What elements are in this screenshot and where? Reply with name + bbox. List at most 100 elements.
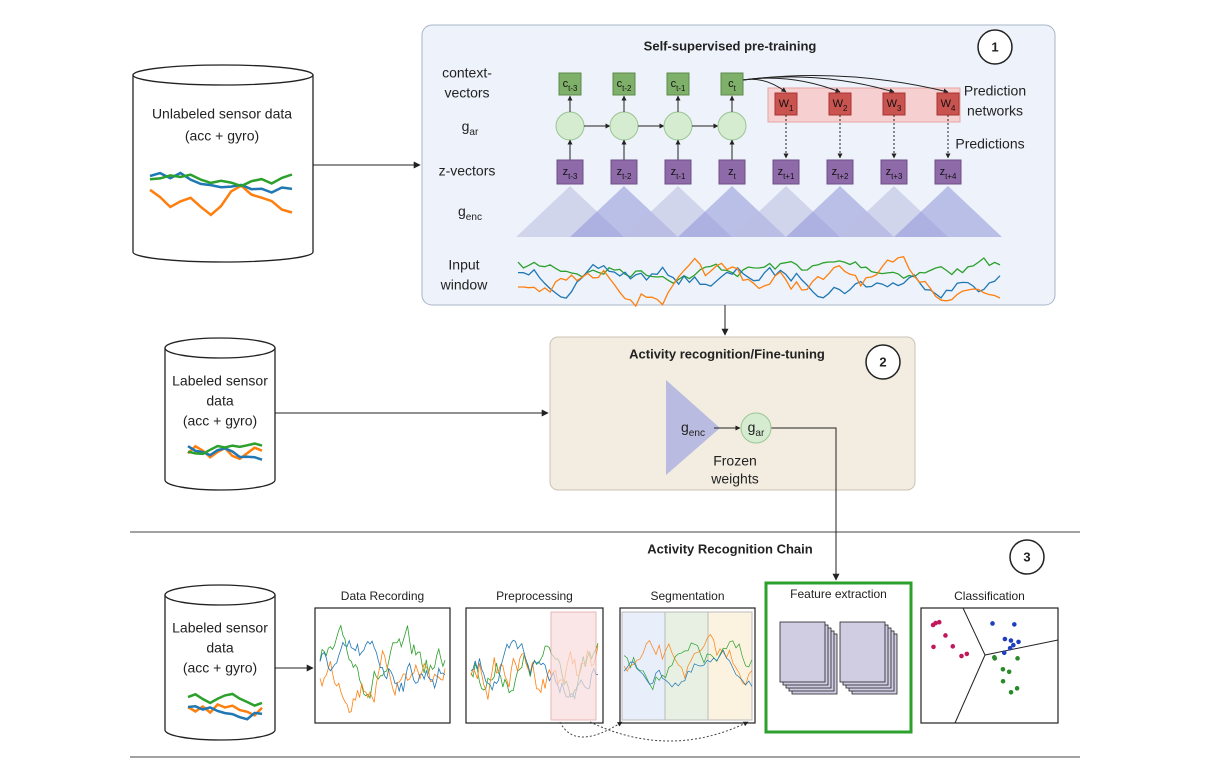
data-label: Labeled sensor [172,373,268,389]
z-label-sub: t-1 [676,172,686,181]
z-label: zt+3 [886,166,903,181]
z-label-sub: t-2 [622,172,631,181]
data-label: data [206,640,233,656]
stage-box [920,607,1059,724]
note-label: Frozen [713,453,757,469]
encoder-label: genc [681,419,705,439]
z-label-base: z [671,166,677,178]
w-label: W4 [941,98,956,113]
sample-point [990,621,995,626]
sample-point [1007,645,1013,651]
sample-point [1006,669,1012,675]
decision-boundary [954,654,986,724]
z-label-sub: t+3 [891,172,903,181]
data-label: Labeled sensor [172,620,268,636]
gar-node [740,412,772,444]
context-label: ct [728,78,737,93]
data-label: Unlabeled sensor data [152,106,292,122]
signal [187,705,263,721]
z-label-base: z [617,166,623,178]
data-label: (acc + gyro) [183,660,257,676]
gar-label-sub: ar [755,428,765,439]
segment-arc [589,721,749,742]
z-label-sub: t+4 [945,172,957,181]
w-label-sub: 2 [843,104,847,113]
step-number: 3 [1023,549,1030,564]
sample-point [943,633,948,638]
window-highlight [550,611,597,721]
gar-label-base: g [748,419,756,435]
segment-arc [559,721,623,738]
context-vector [720,72,744,96]
step-badge [977,29,1013,65]
context-label-sub: t-3 [568,84,578,93]
row-label: context- [442,65,492,81]
gar-node [717,111,747,141]
gar-label: gar [748,419,765,439]
sample-point [992,656,998,661]
cylinder-top [164,584,276,606]
z-label-base: z [832,166,838,178]
segment [707,611,753,721]
note-label: weights [710,471,758,487]
context-vector [612,72,636,96]
side-label: Predictions [955,136,1024,152]
data-label: data [206,393,233,409]
signal [319,624,446,700]
z-label: zt+2 [832,166,849,181]
finetuning-panel [549,336,916,491]
cylinder-top [132,64,314,86]
sample-point [1000,666,1006,672]
sample-point [933,620,938,626]
sample-point [1015,656,1020,661]
z-label: zt [728,166,737,181]
z-label-base: z [728,166,734,178]
w-label-sub: 4 [951,104,956,113]
z-vector [664,159,692,185]
row-label-sub: enc [466,212,482,223]
row-label-sub: ar [469,127,479,138]
row-label: vectors [444,85,489,101]
context-label-sub: t-1 [676,84,686,93]
sample-point [1002,636,1008,642]
context-label: ct-3 [563,78,578,93]
stage-label: Feature extraction [790,587,887,601]
data-label: (acc + gyro) [183,413,257,429]
context-vector [558,72,582,96]
signal [319,639,446,693]
panel-title: Activity recognition/Fine-tuning [629,346,825,361]
w-label-base: W [779,98,790,110]
panel-title: Self-supervised pre-training [644,38,817,53]
side-label: Prediction [964,83,1026,99]
stage-label: Classification [954,589,1025,603]
z-label: zt-1 [671,166,686,181]
row-label-base: g [462,118,470,134]
prediction-band [767,87,961,123]
step-number: 1 [991,39,998,54]
signal [518,255,1001,308]
context-label: ct-2 [617,78,632,93]
cylinder-top [164,337,276,359]
z-label: zt-2 [617,166,632,181]
signal [517,257,1001,284]
w-label-base: W [941,98,952,110]
sample-point [1008,638,1014,643]
z-label: zt+4 [940,166,957,181]
feature-map [839,621,886,683]
z-label-base: z [778,166,784,178]
sample-point [964,651,970,657]
z-vector [934,159,962,185]
sample-point [1011,642,1016,648]
step-number: 2 [879,354,886,369]
context-label-base: c [728,78,734,90]
signal [623,633,753,686]
stage-label: Preprocessing [496,589,573,603]
context-label-base: c [563,78,569,90]
gar-node [555,111,585,141]
sample-point [959,653,964,659]
sample-point [1008,690,1014,695]
sample-point [1016,639,1021,645]
z-vector [556,159,584,185]
encoder-triangle [894,186,1002,237]
encoder-label-sub: enc [689,428,705,439]
